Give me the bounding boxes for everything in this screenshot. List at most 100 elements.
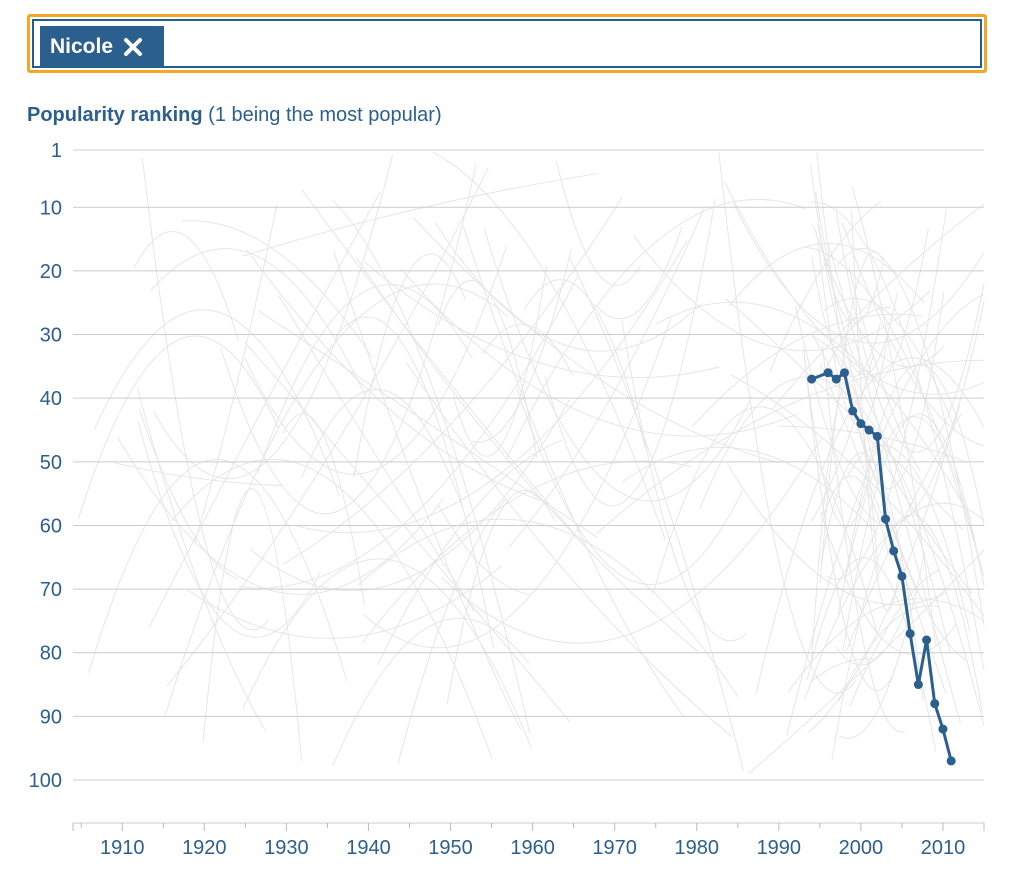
- y-tick-label: 40: [40, 388, 62, 410]
- data-point[interactable]: [938, 724, 948, 734]
- data-point[interactable]: [881, 514, 891, 524]
- data-point[interactable]: [807, 374, 817, 384]
- background-line: [811, 335, 951, 653]
- x-tick-label: 2010: [921, 837, 966, 859]
- background-line: [849, 569, 940, 707]
- selected-name-tag[interactable]: Nicole: [40, 26, 164, 67]
- close-icon[interactable]: [123, 37, 143, 57]
- background-line: [621, 446, 878, 535]
- name-search-box[interactable]: Nicole: [27, 14, 987, 73]
- background-line: [831, 514, 984, 761]
- background-line: [117, 437, 444, 595]
- background-line: [555, 161, 642, 286]
- x-tick-label: 1950: [428, 837, 473, 859]
- background-line: [164, 283, 509, 715]
- y-tick-label: 90: [40, 706, 62, 728]
- background-line: [730, 374, 985, 617]
- background-line: [823, 297, 956, 431]
- search-input-area[interactable]: Nicole: [32, 19, 982, 68]
- background-line: [596, 359, 985, 535]
- grid-lines: [73, 149, 984, 781]
- data-point[interactable]: [856, 419, 866, 429]
- background-line: [364, 261, 720, 379]
- background-line: [278, 295, 475, 612]
- background-line: [194, 204, 278, 544]
- background-line: [809, 658, 876, 683]
- data-point[interactable]: [946, 756, 956, 766]
- background-line: [835, 599, 911, 666]
- background-line: [827, 242, 961, 724]
- y-tick-label: 70: [40, 579, 62, 601]
- background-line: [568, 257, 745, 772]
- data-point[interactable]: [922, 635, 932, 645]
- background-line: [816, 152, 945, 490]
- background-line: [141, 157, 269, 631]
- background-line: [332, 199, 531, 734]
- data-point[interactable]: [831, 374, 841, 384]
- x-tick-label: 1930: [264, 837, 309, 859]
- background-line: [432, 151, 666, 541]
- background-line: [823, 475, 889, 555]
- background-line: [817, 224, 884, 324]
- data-point[interactable]: [823, 368, 833, 378]
- y-tick-label: 60: [40, 515, 62, 537]
- data-point[interactable]: [872, 431, 882, 441]
- background-line: [804, 502, 985, 700]
- background-line: [239, 276, 578, 589]
- background-line: [817, 238, 889, 427]
- background-line: [257, 284, 473, 472]
- background-line: [483, 227, 753, 502]
- background-line: [733, 203, 985, 344]
- data-point[interactable]: [864, 425, 874, 435]
- background-line: [242, 173, 598, 257]
- background-line: [803, 348, 895, 692]
- background-line: [335, 316, 494, 649]
- x-tick-label: 1980: [674, 837, 719, 859]
- background-line: [822, 346, 905, 733]
- data-point[interactable]: [839, 368, 849, 378]
- background-line: [361, 460, 691, 644]
- background-line: [544, 198, 716, 507]
- data-point[interactable]: [897, 571, 907, 581]
- background-line: [438, 504, 531, 596]
- background-line: [810, 356, 874, 522]
- y-tick-label: 10: [40, 197, 62, 219]
- background-lines: [77, 151, 985, 775]
- data-point[interactable]: [905, 629, 915, 639]
- background-line: [845, 413, 962, 654]
- background-line: [242, 558, 532, 748]
- background-line: [88, 459, 348, 682]
- background-line: [826, 209, 947, 580]
- background-line: [516, 387, 744, 585]
- background-line: [171, 458, 493, 758]
- x-tick-label: 1970: [592, 837, 637, 859]
- background-line: [452, 265, 548, 457]
- background-line: [377, 439, 563, 665]
- background-line: [725, 298, 964, 531]
- data-point[interactable]: [930, 699, 940, 709]
- background-line: [406, 362, 732, 737]
- background-line: [137, 422, 321, 638]
- background-line: [133, 231, 240, 342]
- background-line: [508, 207, 705, 548]
- data-point[interactable]: [889, 546, 899, 556]
- background-line: [357, 518, 739, 697]
- data-point[interactable]: [848, 406, 858, 416]
- background-line: [787, 598, 985, 693]
- background-line: [835, 210, 985, 453]
- background-line: [202, 488, 303, 762]
- background-line: [812, 333, 973, 595]
- background-line: [249, 399, 570, 592]
- background-line: [728, 243, 925, 307]
- data-point[interactable]: [913, 680, 923, 690]
- background-line: [186, 565, 502, 639]
- x-tick-label: 1920: [182, 837, 227, 859]
- background-line: [301, 189, 587, 548]
- background-line: [819, 251, 884, 583]
- background-line: [810, 382, 879, 665]
- series-layer: [807, 368, 956, 766]
- background-line: [220, 163, 477, 515]
- background-line: [815, 191, 929, 382]
- background-line: [838, 605, 941, 702]
- background-line: [472, 248, 572, 443]
